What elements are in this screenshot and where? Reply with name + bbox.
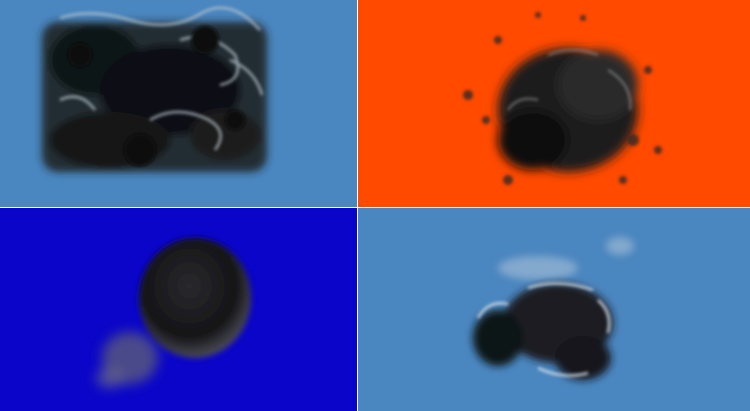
cloud-render-top-right [358, 0, 750, 207]
cloud-haze [498, 237, 634, 280]
cloud-body [42, 22, 267, 172]
cloud-wisps [463, 12, 662, 185]
cloud-render-bottom-right [358, 208, 750, 411]
cloud-render-top-left [0, 0, 357, 207]
panel-bottom-left [0, 208, 357, 411]
cloud-render-bottom-left [0, 208, 357, 411]
cloud-body [498, 48, 638, 172]
cloud-highlights [476, 282, 611, 377]
cloud-body [473, 283, 613, 380]
cloud-highlights [507, 49, 632, 111]
cloud-tail [96, 332, 158, 388]
panel-top-right [358, 0, 750, 207]
panel-top-left [0, 0, 357, 207]
cloud-body [139, 238, 251, 358]
panel-divider-horizontal [0, 207, 750, 208]
panel-divider-vertical [357, 0, 358, 411]
panel-bottom-right [358, 208, 750, 411]
cloud-dark-cores [68, 26, 245, 166]
